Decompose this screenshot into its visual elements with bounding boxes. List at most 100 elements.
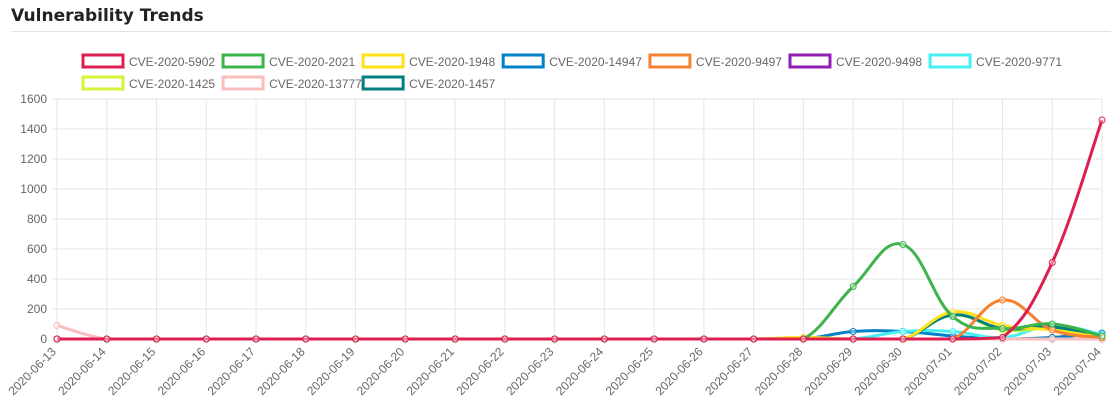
data-point: [1048, 259, 1056, 266]
legend-swatch: [81, 75, 125, 91]
data-point: [1048, 320, 1056, 328]
data-point: [700, 335, 708, 343]
legend-label: CVE-2020-1948: [409, 55, 495, 69]
series-line: [57, 119, 1104, 341]
legend-item-cve-2020-9497: CVE-2020-9497: [648, 53, 782, 69]
x-tick-label: 2020-06-14: [55, 344, 109, 398]
data-point: [352, 335, 360, 343]
data-point: [849, 283, 857, 290]
data-point: [799, 335, 807, 343]
legend-swatch: [648, 53, 692, 69]
legend-swatch: [361, 53, 405, 69]
legend-item-cve-2020-13777: CVE-2020-13777: [221, 75, 362, 91]
data-point: [998, 334, 1006, 341]
x-tick-label: 2020-07-02: [951, 344, 1005, 398]
data-point: [750, 335, 758, 343]
data-point: [103, 335, 111, 343]
data-point: [849, 335, 857, 343]
y-tick-label: 800: [27, 212, 47, 226]
data-point: [153, 335, 161, 343]
y-tick-label: 400: [27, 272, 47, 286]
series-line: [57, 323, 1103, 341]
data-point: [451, 335, 459, 343]
x-tick-label: 2020-06-21: [404, 344, 458, 398]
y-tick-label: 1200: [20, 152, 47, 166]
series-line: [57, 242, 1103, 341]
x-tick-label: 2020-07-03: [1001, 344, 1055, 398]
legend-item-cve-2020-1425: CVE-2020-1425: [81, 75, 215, 91]
legend-label: CVE-2020-9498: [836, 55, 922, 69]
x-tick-label: 2020-07-04: [1051, 344, 1105, 398]
legend-label: CVE-2020-1425: [129, 77, 215, 91]
data-point: [1098, 332, 1106, 340]
legend-label: CVE-2020-14947: [549, 55, 642, 69]
data-point: [899, 328, 907, 335]
data-point: [53, 322, 61, 329]
legend-swatch: [788, 53, 832, 69]
y-tick-label: 1600: [20, 92, 47, 106]
y-tick-label: 1000: [20, 182, 47, 196]
data-point: [252, 335, 260, 343]
y-tick-label: 200: [27, 302, 47, 316]
legend-item-cve-2020-5902: CVE-2020-5902: [81, 53, 215, 69]
legend-swatch: [501, 53, 545, 69]
data-point: [1098, 116, 1106, 124]
y-tick-label: 600: [27, 242, 47, 256]
series-cve-2020-5902: [53, 116, 1106, 343]
x-tick-label: 2020-06-30: [852, 344, 906, 398]
x-tick-label: 2020-06-19: [304, 344, 358, 398]
legend-label: CVE-2020-1457: [409, 77, 495, 91]
legend-label: CVE-2020-9497: [696, 55, 782, 69]
data-point: [501, 335, 509, 343]
legend-swatch: [81, 53, 125, 69]
y-tick-label: 0: [40, 332, 47, 346]
data-point: [949, 335, 957, 343]
x-tick-label: 2020-06-16: [155, 344, 209, 398]
data-point: [1048, 335, 1056, 343]
legend-item-cve-2020-9498: CVE-2020-9498: [788, 53, 922, 69]
x-tick-label: 2020-06-25: [603, 344, 657, 398]
legend-item-cve-2020-9771: CVE-2020-9771: [928, 53, 1062, 69]
x-tick-label: 2020-06-20: [354, 344, 408, 398]
title-divider: [11, 31, 1111, 32]
data-point: [998, 325, 1006, 332]
data-point: [53, 335, 61, 343]
x-tick-label: 2020-06-29: [802, 344, 856, 398]
x-tick-label: 2020-06-24: [553, 344, 607, 398]
legend-label: CVE-2020-2021: [269, 55, 355, 69]
data-point: [401, 335, 409, 343]
legend-label: CVE-2020-9771: [976, 55, 1062, 69]
legend-label: CVE-2020-5902: [129, 55, 215, 69]
data-point: [949, 313, 957, 320]
series-cve-2020-2021: [53, 241, 1106, 343]
legend-swatch: [221, 53, 265, 69]
x-tick-label: 2020-06-23: [503, 344, 557, 398]
data-point: [899, 241, 907, 248]
x-tick-label: 2020-06-18: [254, 344, 308, 398]
data-point: [849, 328, 857, 335]
x-tick-label: 2020-06-15: [105, 344, 159, 398]
x-tick-label: 2020-06-26: [652, 344, 706, 398]
data-point: [202, 335, 210, 343]
legend-swatch: [361, 75, 405, 91]
data-point: [650, 335, 658, 343]
data-point: [949, 328, 957, 335]
legend-item-cve-2020-2021: CVE-2020-2021: [221, 53, 355, 69]
data-point: [551, 335, 559, 343]
legend-label: CVE-2020-13777: [269, 77, 362, 91]
legend: CVE-2020-5902 CVE-2020-2021 CVE-2020-1948 C…: [81, 53, 1062, 91]
data-point: [998, 296, 1006, 304]
legend-item-cve-2020-1457: CVE-2020-1457: [361, 75, 496, 91]
grid: [52, 98, 1103, 344]
y-tick-label: 1400: [20, 122, 47, 136]
x-tick-label: 2020-06-13: [6, 344, 60, 398]
data-point: [1048, 326, 1056, 334]
x-tick-label: 2020-06-27: [702, 344, 756, 398]
data-point: [600, 335, 608, 343]
x-tick-label: 2020-06-28: [752, 344, 806, 398]
data-point: [302, 335, 310, 343]
x-tick-label: 2020-06-22: [453, 344, 507, 398]
panel-title: Vulnerability Trends: [11, 6, 204, 26]
